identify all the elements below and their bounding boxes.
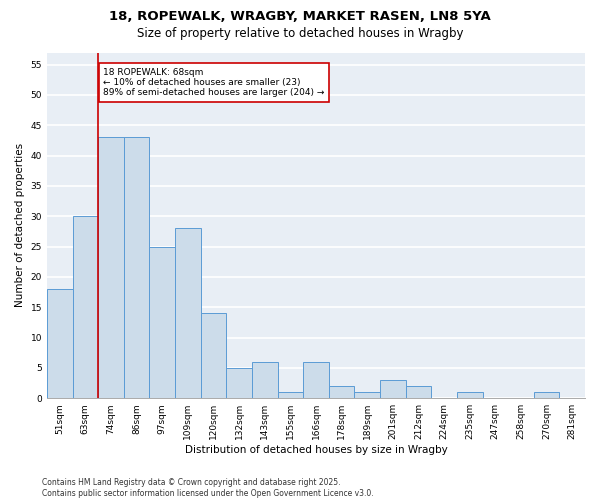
Text: Contains HM Land Registry data © Crown copyright and database right 2025.
Contai: Contains HM Land Registry data © Crown c…	[42, 478, 374, 498]
Bar	[98, 138, 124, 398]
Bar	[329, 386, 355, 398]
Y-axis label: Number of detached properties: Number of detached properties	[15, 144, 25, 308]
Bar	[73, 216, 98, 398]
Bar	[303, 362, 329, 398]
Bar	[380, 380, 406, 398]
X-axis label: Distribution of detached houses by size in Wragby: Distribution of detached houses by size …	[185, 445, 448, 455]
Bar	[534, 392, 559, 398]
Text: Size of property relative to detached houses in Wragby: Size of property relative to detached ho…	[137, 28, 463, 40]
Bar	[124, 138, 149, 398]
Bar	[355, 392, 380, 398]
Text: 18 ROPEWALK: 68sqm
← 10% of detached houses are smaller (23)
89% of semi-detache: 18 ROPEWALK: 68sqm ← 10% of detached hou…	[103, 68, 325, 98]
Bar	[406, 386, 431, 398]
Text: 18, ROPEWALK, WRAGBY, MARKET RASEN, LN8 5YA: 18, ROPEWALK, WRAGBY, MARKET RASEN, LN8 …	[109, 10, 491, 23]
Bar	[175, 228, 200, 398]
Bar	[200, 314, 226, 398]
Bar	[457, 392, 482, 398]
Bar	[149, 246, 175, 398]
Bar	[278, 392, 303, 398]
Bar	[47, 289, 73, 398]
Bar	[226, 368, 252, 398]
Bar	[252, 362, 278, 398]
